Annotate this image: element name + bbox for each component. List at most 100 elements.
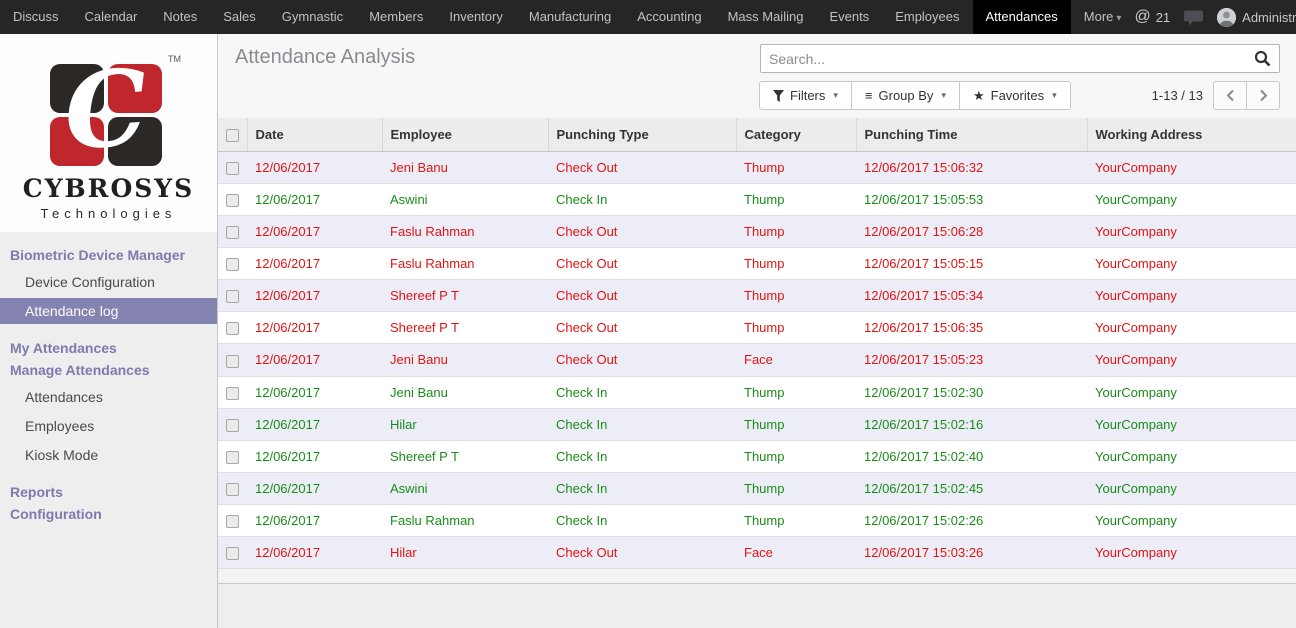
pager-previous-button[interactable] bbox=[1213, 81, 1247, 110]
page-title: Attendance Analysis bbox=[235, 46, 416, 68]
attendance-table: Date Employee Punching Type Category Pun… bbox=[218, 118, 1296, 584]
avatar bbox=[1217, 7, 1237, 27]
magnifier-icon bbox=[1254, 50, 1271, 67]
row-checkbox[interactable] bbox=[226, 226, 239, 240]
messages-button[interactable] bbox=[1184, 9, 1204, 26]
table-row[interactable]: 12/06/2017 Aswini Check In Thump 12/06/201… bbox=[218, 472, 1296, 505]
row-checkbox[interactable] bbox=[226, 290, 239, 304]
nav-item-accounting[interactable]: Accounting bbox=[637, 9, 702, 24]
table-row[interactable]: 12/06/2017 Shereef P T Check Out Thump 12/… bbox=[218, 311, 1296, 345]
filters-button[interactable]: Filters ▾ bbox=[759, 81, 852, 110]
row-checkbox[interactable] bbox=[226, 514, 239, 528]
favorites-button[interactable]: ★ Favorites ▾ bbox=[958, 81, 1071, 110]
group-by-button[interactable]: ≡ Group By ▾ bbox=[850, 81, 960, 110]
list-icon: ≡ bbox=[864, 88, 873, 103]
chevron-down-icon: ▾ bbox=[1052, 90, 1057, 100]
company-logo: C TM CYBROSYS Technologies bbox=[0, 34, 217, 232]
row-checkbox[interactable] bbox=[226, 162, 239, 176]
user-name: Administrator bbox=[1242, 9, 1296, 25]
nav-item-sales[interactable]: Sales bbox=[223, 9, 256, 24]
top-nav: Discuss Calendar Notes Sales Gymnastic M… bbox=[0, 0, 1296, 34]
table-row[interactable]: 12/06/2017 Hilar Check Out Face 12/06/2017… bbox=[218, 536, 1296, 569]
chevron-left-icon bbox=[1226, 89, 1234, 102]
brand-name: CYBROSYS bbox=[22, 174, 195, 203]
nav-item-members[interactable]: Members bbox=[369, 9, 424, 24]
control-panel: Attendance Analysis Filters bbox=[218, 34, 1296, 118]
brand-subtitle: Technologies bbox=[40, 206, 177, 221]
table-row[interactable]: 12/06/2017 Jeni Banu Check Out Thump 12/06… bbox=[218, 151, 1296, 185]
funnel-icon bbox=[773, 89, 784, 102]
column-header-punching-time[interactable]: Punching Time bbox=[856, 118, 1088, 153]
sidebar-heading-configuration[interactable]: Configuration bbox=[10, 506, 102, 522]
favorites-label: Favorites bbox=[990, 88, 1045, 103]
column-header-date[interactable]: Date bbox=[247, 118, 383, 153]
table-row[interactable]: 12/06/2017 Jeni Banu Check In Thump 12/06/… bbox=[218, 376, 1296, 409]
row-checkbox[interactable] bbox=[226, 322, 239, 336]
activity-counter[interactable]: @ 21 bbox=[1134, 8, 1170, 26]
sidebar-heading-my-attendances[interactable]: My Attendances bbox=[10, 340, 117, 356]
nav-item-gymnastic[interactable]: Gymnastic bbox=[281, 9, 344, 24]
nav-more-menu[interactable]: More ▾ bbox=[1071, 0, 1135, 34]
star-icon: ★ bbox=[972, 87, 985, 103]
main-content: Attendance Analysis Filters bbox=[218, 34, 1296, 628]
nav-item-inventory[interactable]: Inventory bbox=[449, 9, 503, 24]
table-header-row: Date Employee Punching Type Category Pun… bbox=[218, 118, 1296, 153]
group-by-label: Group By bbox=[878, 88, 934, 103]
table-row[interactable]: 12/06/2017 Hilar Check In Thump 12/06/2017… bbox=[218, 408, 1296, 441]
user-menu[interactable]: Administrator ▾ bbox=[1217, 7, 1296, 27]
nav-item-employees[interactable]: Employees bbox=[895, 9, 960, 24]
row-checkbox[interactable] bbox=[226, 482, 239, 496]
sidebar-heading-manage-attendances[interactable]: Manage Attendances bbox=[10, 362, 150, 378]
nav-item-mass-mailing[interactable]: Mass Mailing bbox=[727, 9, 804, 24]
sidebar-heading-biometric-device-manager[interactable]: Biometric Device Manager bbox=[10, 247, 186, 263]
nav-item-notes[interactable]: Notes bbox=[163, 9, 198, 24]
table-footer bbox=[218, 568, 1296, 584]
column-header-category[interactable]: Category bbox=[736, 118, 857, 153]
sidebar-menu: Biometric Device Manager Device Configur… bbox=[0, 232, 217, 525]
row-checkbox[interactable] bbox=[226, 450, 239, 464]
table-row[interactable]: 12/06/2017 Faslu Rahman Check Out Thump 12… bbox=[218, 247, 1296, 281]
table-row[interactable]: 12/06/2017 Faslu Rahman Check In Thump 12/… bbox=[218, 504, 1296, 537]
row-checkbox[interactable] bbox=[226, 386, 239, 400]
row-checkbox[interactable] bbox=[226, 258, 239, 272]
search-button[interactable] bbox=[1250, 50, 1279, 67]
sidebar-item-device-configuration[interactable]: Device Configuration bbox=[25, 274, 155, 290]
column-header-punching-type[interactable]: Punching Type bbox=[548, 118, 737, 153]
sidebar-item-employees[interactable]: Employees bbox=[25, 418, 95, 434]
select-all-cell bbox=[218, 118, 248, 153]
table-row[interactable]: 12/06/2017 Shereef P T Check In Thump 12/0… bbox=[218, 440, 1296, 473]
row-checkbox[interactable] bbox=[226, 354, 239, 368]
sidebar-item-attendance-log[interactable]: Attendance log bbox=[0, 298, 217, 324]
trademark-label: TM bbox=[168, 54, 181, 64]
search-input[interactable] bbox=[761, 50, 1250, 67]
nav-item-calendar[interactable]: Calendar bbox=[84, 9, 138, 24]
select-all-checkbox[interactable] bbox=[226, 129, 239, 143]
sidebar-heading-reports[interactable]: Reports bbox=[10, 484, 63, 500]
table-row[interactable]: 12/06/2017 Faslu Rahman Check Out Thump 12… bbox=[218, 215, 1296, 249]
chevron-down-icon: ▾ bbox=[1116, 13, 1122, 24]
chevron-down-icon: ▾ bbox=[941, 90, 946, 100]
column-header-working-address[interactable]: Working Address bbox=[1087, 118, 1296, 153]
at-icon: @ bbox=[1134, 8, 1151, 25]
table-row[interactable]: 12/06/2017 Aswini Check In Thump 12/06/201… bbox=[218, 183, 1296, 217]
pager-range: 1-13 / 13 bbox=[1151, 88, 1203, 103]
table-row[interactable]: 12/06/2017 Shereef P T Check Out Thump 12/… bbox=[218, 279, 1296, 313]
nav-item-attendances[interactable]: Attendances bbox=[972, 0, 1071, 34]
table-row[interactable]: 12/06/2017 Jeni Banu Check Out Face 12/06/… bbox=[218, 343, 1296, 377]
search-box bbox=[760, 44, 1280, 73]
nav-item-manufacturing[interactable]: Manufacturing bbox=[528, 9, 612, 24]
nav-item-discuss[interactable]: Discuss bbox=[13, 9, 59, 24]
row-checkbox[interactable] bbox=[226, 418, 239, 432]
row-checkbox[interactable] bbox=[226, 546, 239, 560]
activity-count: 21 bbox=[1155, 9, 1171, 25]
column-header-employee[interactable]: Employee bbox=[382, 118, 549, 153]
sidebar-item-kiosk-mode[interactable]: Kiosk Mode bbox=[25, 447, 99, 463]
sidebar-item-attendances[interactable]: Attendances bbox=[25, 389, 103, 405]
pager: 1-13 / 13 bbox=[1152, 81, 1280, 110]
search-options-group: Filters ▾ ≡ Group By ▾ ★ Favorites ▾ bbox=[759, 81, 1071, 110]
sidebar: C TM CYBROSYS Technologies Biometric Dev… bbox=[0, 34, 218, 628]
pager-next-button[interactable] bbox=[1246, 81, 1280, 110]
nav-item-events[interactable]: Events bbox=[829, 9, 870, 24]
row-checkbox[interactable] bbox=[226, 194, 239, 208]
logo-squares-icon bbox=[50, 64, 162, 166]
